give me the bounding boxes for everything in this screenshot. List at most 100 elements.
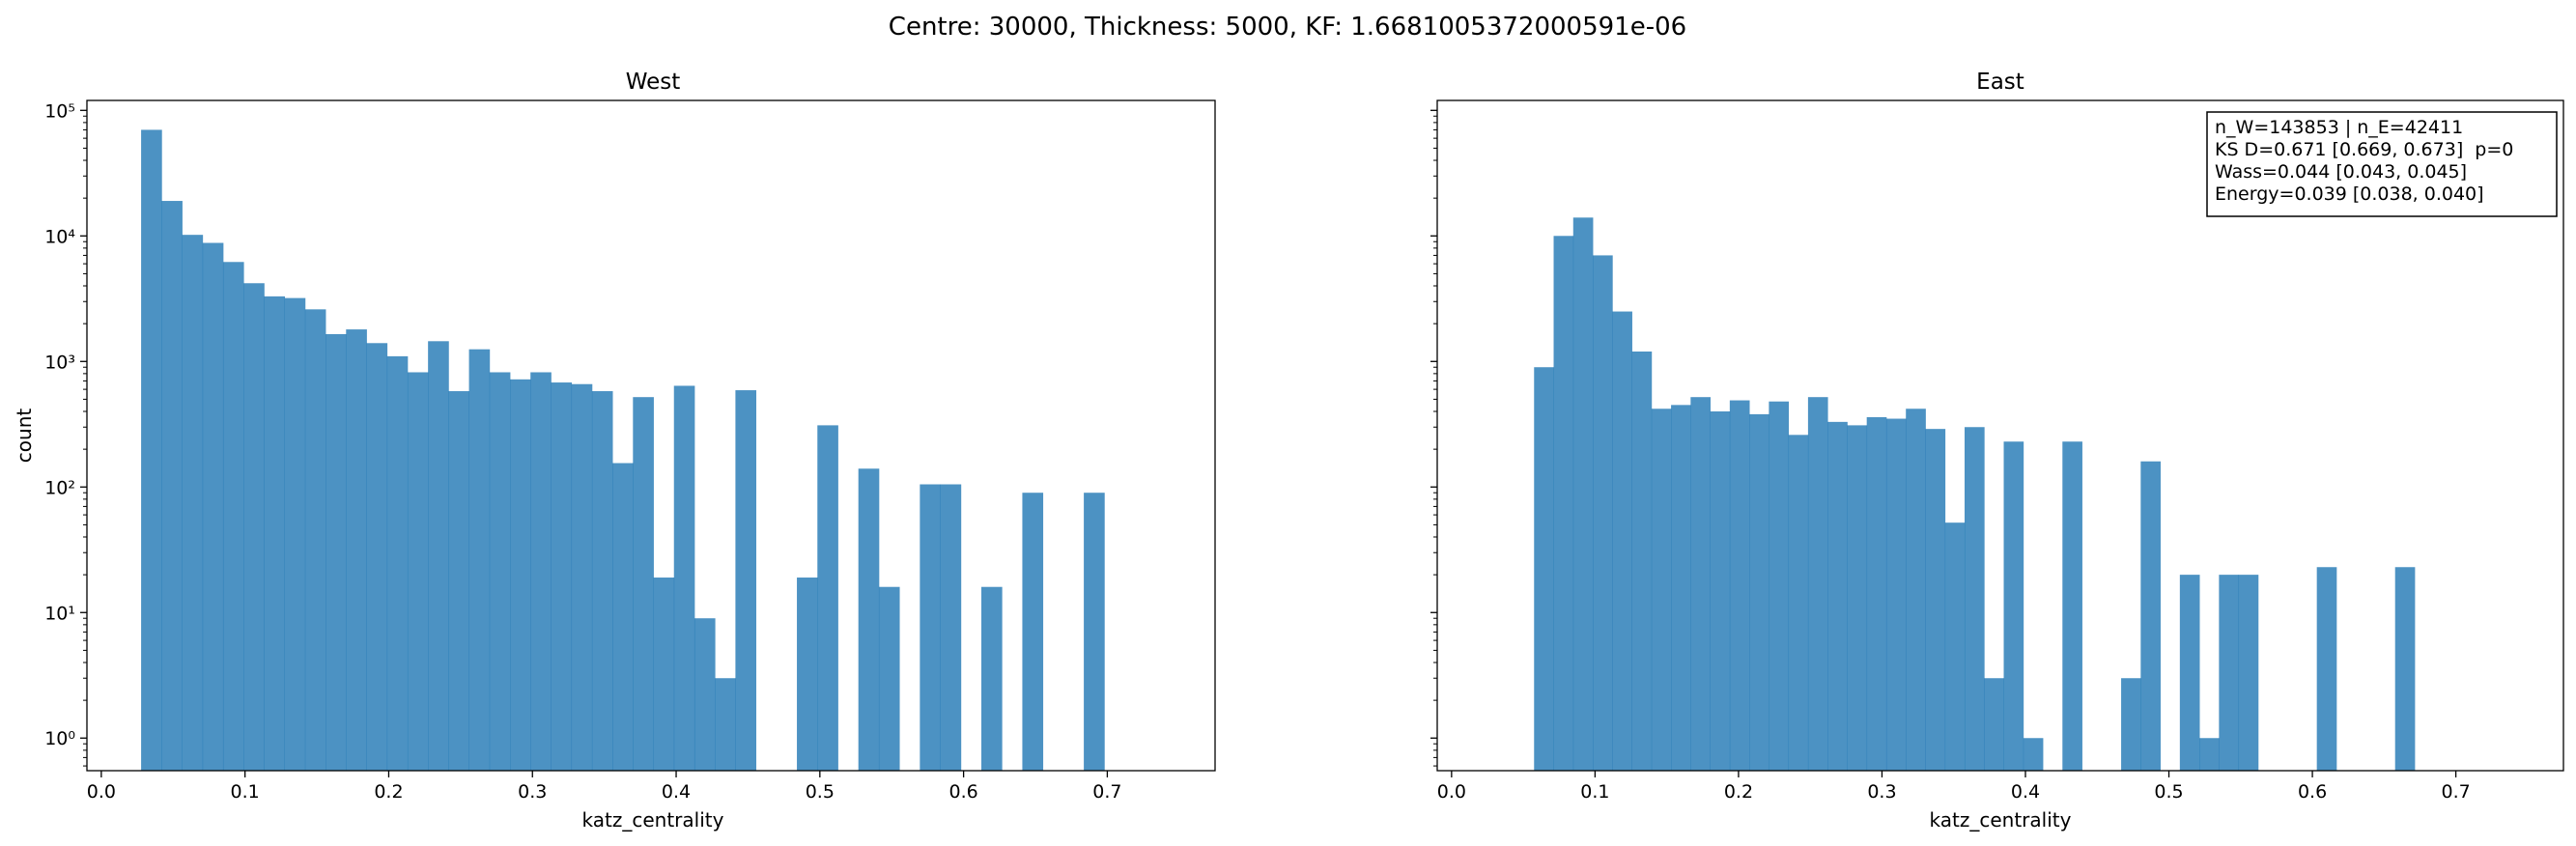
west-bar [694, 618, 716, 771]
east-bar [2062, 441, 2082, 771]
east-bar [1553, 236, 1574, 771]
east-bar [1612, 311, 1632, 771]
stats-line-wass: Wass=0.044 [0.043, 0.045] [2215, 161, 2467, 183]
west-bar [243, 283, 265, 771]
west-bar [264, 296, 286, 771]
west-bar [304, 309, 326, 771]
west-y-tick-label: 10⁴ [44, 226, 75, 247]
east-bar [2238, 575, 2259, 771]
west-x-tick-label: 0.4 [662, 781, 691, 803]
stats-legend-box: n_W=143853 | n_E=42411 KS D=0.671 [0.669… [2206, 111, 2558, 217]
west-bar [878, 586, 900, 771]
west-bar [407, 372, 429, 771]
east-bar [2140, 461, 2161, 771]
east-histogram-panel: East 0.0 0.1 0.2 0.3 0.4 0.5 0.6 0.7 katz_centr… [1430, 70, 2564, 832]
west-bar [612, 463, 634, 771]
west-x-tick-label: 0.7 [1092, 781, 1121, 803]
east-bars [1534, 217, 2416, 772]
west-bar [633, 397, 654, 771]
stats-line-ks: KS D=0.671 [0.669, 0.673] p=0 [2215, 139, 2513, 160]
west-bar [1084, 493, 1105, 771]
west-x-tick-label: 0.6 [949, 781, 978, 803]
east-x-tick-label: 0.0 [1437, 781, 1466, 803]
west-bar [161, 201, 183, 772]
west-bar [510, 379, 531, 771]
west-bar [858, 468, 880, 771]
east-bar [1769, 401, 1790, 771]
east-bar [1944, 522, 1966, 771]
west-bar [284, 297, 306, 771]
east-bar [1925, 429, 1946, 771]
west-y-tick-label: 10² [44, 477, 75, 498]
west-bar [551, 382, 573, 771]
west-bar [468, 349, 491, 771]
west-axes-frame [86, 99, 1216, 772]
west-y-axis-label: count [13, 409, 36, 464]
east-bar [1807, 397, 1828, 771]
west-bar [346, 329, 367, 771]
west-panel-title: West [626, 70, 681, 95]
west-y-tick-label: 10³ [44, 352, 75, 373]
east-bar [1710, 411, 1731, 771]
east-x-tick-label: 0.5 [2154, 781, 2183, 803]
west-bar [735, 390, 757, 771]
east-x-tick-label: 0.7 [2441, 781, 2470, 803]
east-bar [1964, 427, 1985, 771]
east-bar [1593, 255, 1613, 771]
east-bar [2121, 678, 2141, 771]
west-bar [653, 578, 675, 771]
east-bar [1572, 217, 1594, 772]
east-bar [2023, 738, 2044, 771]
west-x-tick-label: 0.2 [374, 781, 403, 803]
east-bar [1827, 421, 1848, 771]
east-bar [1729, 400, 1750, 771]
west-bar [981, 586, 1003, 771]
west-y-axis: 10⁰ 10¹ 10² 10³ 10⁴ 10⁵ [44, 100, 87, 767]
east-bar [1866, 416, 1887, 771]
west-y-tick-label: 10⁰ [44, 728, 75, 749]
east-bar [1651, 409, 1672, 771]
west-bar [673, 385, 695, 771]
east-x-tick-label: 0.1 [1580, 781, 1609, 803]
east-bar [2199, 738, 2220, 771]
east-bar [1631, 351, 1653, 771]
west-histogram-panel: West 0.0 0.1 0.2 0.3 0.4 0.5 0.6 0.7 10⁰10¹10²1… [13, 70, 1216, 832]
west-bar [182, 235, 204, 772]
west-x-tick-label: 0.1 [231, 781, 260, 803]
west-bar [715, 678, 736, 771]
west-bar [141, 129, 162, 771]
east-bar [1690, 397, 1711, 771]
east-x-axis: 0.0 0.1 0.2 0.3 0.4 0.5 0.6 0.7 [1437, 771, 2471, 803]
east-bar [2003, 441, 2024, 771]
east-x-axis-label: katz_centrality [1930, 808, 2072, 832]
west-y-tick-label: 10¹ [44, 603, 75, 624]
stats-line-energy: Energy=0.039 [0.038, 0.040] [2215, 183, 2484, 205]
east-x-tick-label: 0.3 [1867, 781, 1896, 803]
west-bar [202, 242, 224, 771]
west-bar [797, 578, 818, 771]
east-x-tick-label: 0.2 [1724, 781, 1753, 803]
east-bar [1885, 418, 1907, 771]
west-bar [817, 425, 838, 771]
east-axes-frame [1436, 99, 2564, 772]
east-bar [2219, 575, 2240, 771]
west-x-tick-label: 0.3 [518, 781, 547, 803]
east-bar [1847, 425, 1868, 771]
east-y-axis [1430, 109, 1437, 767]
west-x-tick-label: 0.5 [806, 781, 835, 803]
west-bar [920, 484, 941, 771]
west-bar [386, 355, 409, 771]
west-bar [1022, 493, 1044, 771]
east-bar [2394, 567, 2416, 771]
west-bar [428, 341, 449, 771]
east-panel-title: East [1976, 70, 2024, 95]
east-x-tick-label: 0.4 [2011, 781, 2040, 803]
stats-box-frame [2206, 111, 2558, 217]
west-bar [940, 484, 962, 771]
west-bar [366, 343, 388, 771]
west-bar [489, 372, 511, 771]
east-bar [1906, 409, 1926, 771]
west-x-axis-label: katz_centrality [582, 808, 724, 832]
east-bar [2316, 567, 2337, 771]
west-bar [591, 391, 613, 771]
